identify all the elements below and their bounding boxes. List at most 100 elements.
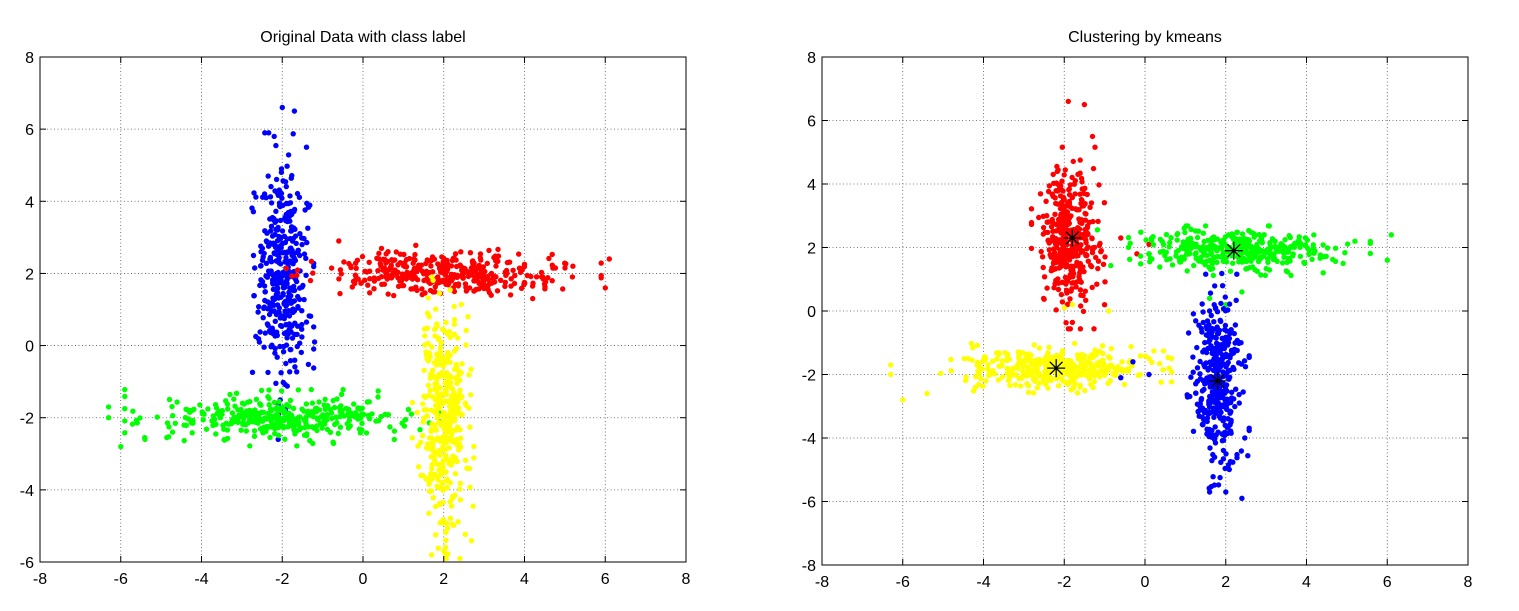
data-point <box>479 283 486 289</box>
data-point <box>294 343 300 350</box>
data-point <box>1105 380 1111 387</box>
data-point <box>1211 357 1217 363</box>
data-point <box>1207 290 1214 296</box>
data-point <box>286 321 292 327</box>
data-point <box>1220 306 1227 312</box>
data-point <box>209 418 215 424</box>
data-point <box>1066 198 1073 205</box>
data-point <box>262 130 268 136</box>
data-point <box>327 406 333 413</box>
data-point <box>1067 364 1073 371</box>
data-point <box>383 270 389 276</box>
data-point <box>277 407 283 414</box>
data-point <box>1228 408 1234 415</box>
data-point <box>443 452 449 458</box>
data-point <box>288 412 295 418</box>
data-point <box>1093 254 1099 261</box>
data-point <box>1077 384 1083 390</box>
data-point <box>1242 364 1249 370</box>
data-point <box>359 253 366 260</box>
data-point <box>1184 268 1190 274</box>
data-point <box>444 412 450 418</box>
data-point <box>1224 361 1230 367</box>
data-point <box>229 410 236 416</box>
data-point <box>987 370 993 376</box>
data-point <box>437 438 443 444</box>
data-point <box>1018 383 1024 389</box>
data-point <box>978 376 984 382</box>
data-point <box>307 277 314 284</box>
chart-title: Clustering by kmeans <box>1068 29 1222 46</box>
data-point <box>274 354 280 360</box>
data-point <box>359 405 365 411</box>
data-point <box>1169 262 1176 268</box>
data-point <box>1035 372 1041 378</box>
data-point <box>142 436 148 443</box>
data-point <box>408 411 415 417</box>
data-point <box>385 249 391 255</box>
data-point <box>329 415 335 422</box>
data-point <box>440 444 446 450</box>
data-point <box>1206 308 1213 314</box>
data-point <box>164 434 170 441</box>
data-point <box>1227 268 1234 274</box>
data-point <box>1058 355 1065 361</box>
data-point <box>419 286 425 292</box>
data-point <box>1255 245 1261 251</box>
data-point <box>1053 259 1059 266</box>
data-point <box>400 282 407 289</box>
points <box>887 98 1395 501</box>
data-point <box>265 268 272 274</box>
chart-kmeans-clustering: -8 -6 -4 -2 0 2 4 6 8 -8 -6 -4 -2 0 2 4 6 8 Clustering by … <box>802 29 1473 591</box>
data-point <box>276 305 282 311</box>
data-point <box>1085 258 1092 264</box>
data-point <box>385 258 391 265</box>
data-point <box>1197 401 1204 407</box>
data-point <box>1317 255 1323 261</box>
data-point <box>188 418 194 424</box>
data-point <box>287 258 293 264</box>
data-point <box>454 436 460 443</box>
data-point <box>278 190 285 197</box>
data-point <box>562 265 568 271</box>
data-point <box>995 349 1002 356</box>
data-point <box>983 378 989 384</box>
data-point <box>542 279 549 285</box>
data-point <box>271 251 278 257</box>
data-point <box>1210 272 1217 279</box>
data-point <box>1096 359 1103 365</box>
data-point <box>265 173 271 179</box>
data-point <box>1271 251 1277 257</box>
data-point <box>431 360 438 366</box>
data-point <box>274 332 280 339</box>
data-point <box>1046 247 1053 253</box>
data-point <box>1199 414 1206 420</box>
data-point <box>976 381 982 388</box>
data-point <box>438 371 444 377</box>
data-point <box>448 271 455 277</box>
data-point <box>449 398 456 405</box>
data-point <box>310 440 316 447</box>
data-point <box>1082 226 1088 233</box>
data-point <box>1219 283 1226 289</box>
data-point <box>1066 186 1073 192</box>
data-point <box>1213 432 1219 438</box>
data-point <box>380 256 386 262</box>
data-point <box>1284 269 1291 275</box>
data-point <box>271 302 277 308</box>
data-point <box>263 195 269 201</box>
data-point <box>1310 242 1317 248</box>
data-point <box>1025 389 1032 395</box>
data-point <box>391 436 397 443</box>
data-point <box>1264 246 1271 253</box>
data-point <box>129 421 136 427</box>
data-point <box>266 395 272 402</box>
data-point <box>301 251 308 257</box>
data-point <box>277 418 283 424</box>
data-point <box>468 538 475 544</box>
data-point <box>453 427 459 433</box>
data-point <box>390 272 396 279</box>
data-point <box>276 295 282 301</box>
data-point <box>511 280 518 287</box>
data-point <box>266 387 272 393</box>
